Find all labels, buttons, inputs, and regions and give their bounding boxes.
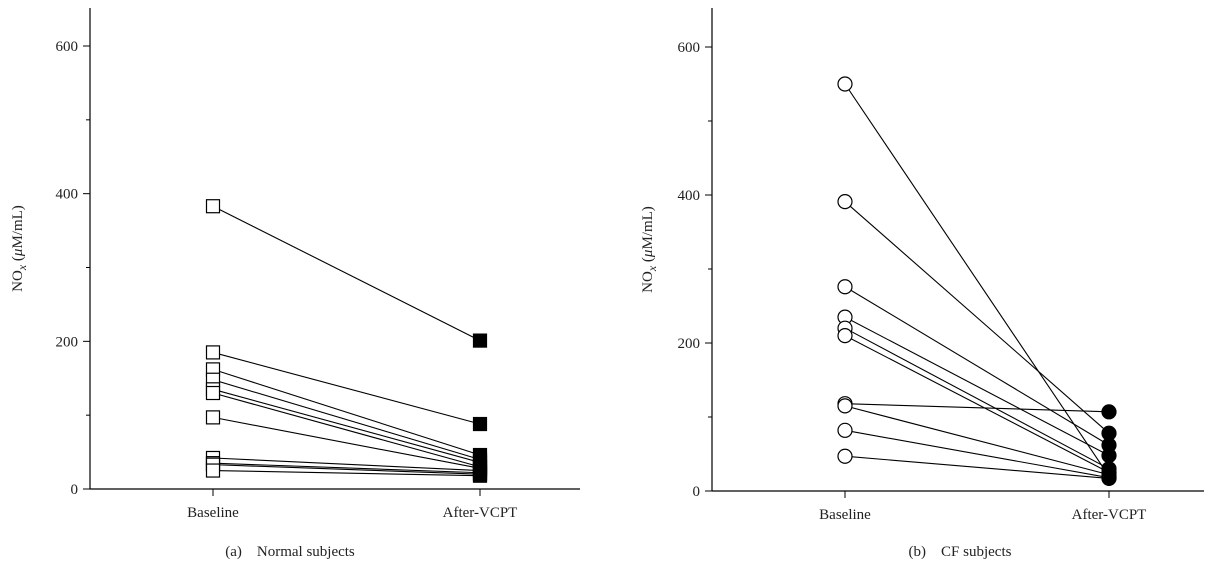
y-tick-label: 0 — [71, 482, 79, 498]
x-tick-label: Baseline — [819, 507, 871, 523]
panel-caption: (a) Normal subjects — [225, 544, 355, 560]
subject-line — [844, 335, 1110, 473]
subject-line — [212, 205, 481, 342]
y-tick-label: 400 — [56, 187, 79, 203]
subject-line — [212, 351, 481, 425]
y-tick-label: 200 — [678, 336, 701, 352]
baseline-point — [837, 448, 853, 464]
subject-line — [844, 316, 1110, 456]
baseline-point — [837, 279, 853, 295]
baseline-point — [205, 410, 221, 425]
y-tick-label: 600 — [678, 40, 701, 56]
subject-line — [212, 464, 481, 475]
baseline-point — [205, 385, 221, 401]
after-point — [1101, 470, 1117, 487]
subject-line — [844, 286, 1110, 446]
baseline-point — [205, 199, 221, 214]
y-tick-label: 200 — [56, 334, 79, 350]
subject-line — [844, 429, 1110, 479]
x-tick-label: After-VCPT — [443, 505, 518, 521]
subject-line — [844, 403, 1110, 413]
subject-line — [844, 327, 1110, 470]
subject-line — [212, 388, 481, 463]
subject-line — [212, 416, 481, 469]
subject-line — [212, 392, 481, 468]
subject-line — [844, 201, 1110, 434]
baseline-point — [205, 345, 221, 360]
after-point — [472, 333, 488, 348]
after-point — [1101, 447, 1117, 464]
y-tick-label: 600 — [56, 39, 79, 55]
after-point — [472, 416, 488, 432]
x-tick-label: After-VCPT — [1072, 507, 1147, 523]
y-tick-label: 0 — [693, 484, 701, 500]
subject-line — [212, 368, 481, 456]
y-axis-label: NOx (μM/mL) — [10, 205, 29, 292]
panel-a: 0 200 400 600 Baseline After-VCPT NOx (μM/mL) (… — [10, 8, 580, 560]
after-point — [472, 468, 488, 483]
panel-b: 0 200 400 600 Baseline After-VCPT NOx (μM/mL) (… — [640, 8, 1204, 560]
subject-line — [212, 469, 481, 477]
baseline-point — [837, 398, 853, 414]
subject-line — [844, 405, 1110, 476]
subject-line — [212, 462, 481, 474]
baseline-point — [205, 463, 221, 478]
baseline-point — [837, 194, 853, 210]
subject-line — [844, 83, 1110, 477]
baseline-point — [837, 328, 853, 344]
y-axis-label: NOx (μM/mL) — [640, 206, 659, 293]
x-tick-label: Baseline — [187, 505, 239, 521]
baseline-point — [837, 76, 853, 92]
subject-line — [212, 457, 481, 472]
y-tick-label: 400 — [678, 188, 701, 204]
baseline-point — [837, 422, 853, 438]
panel-caption: (b) CF subjects — [909, 544, 1012, 560]
subject-line — [844, 455, 1110, 479]
after-point — [1101, 404, 1117, 420]
subject-line — [212, 379, 481, 460]
